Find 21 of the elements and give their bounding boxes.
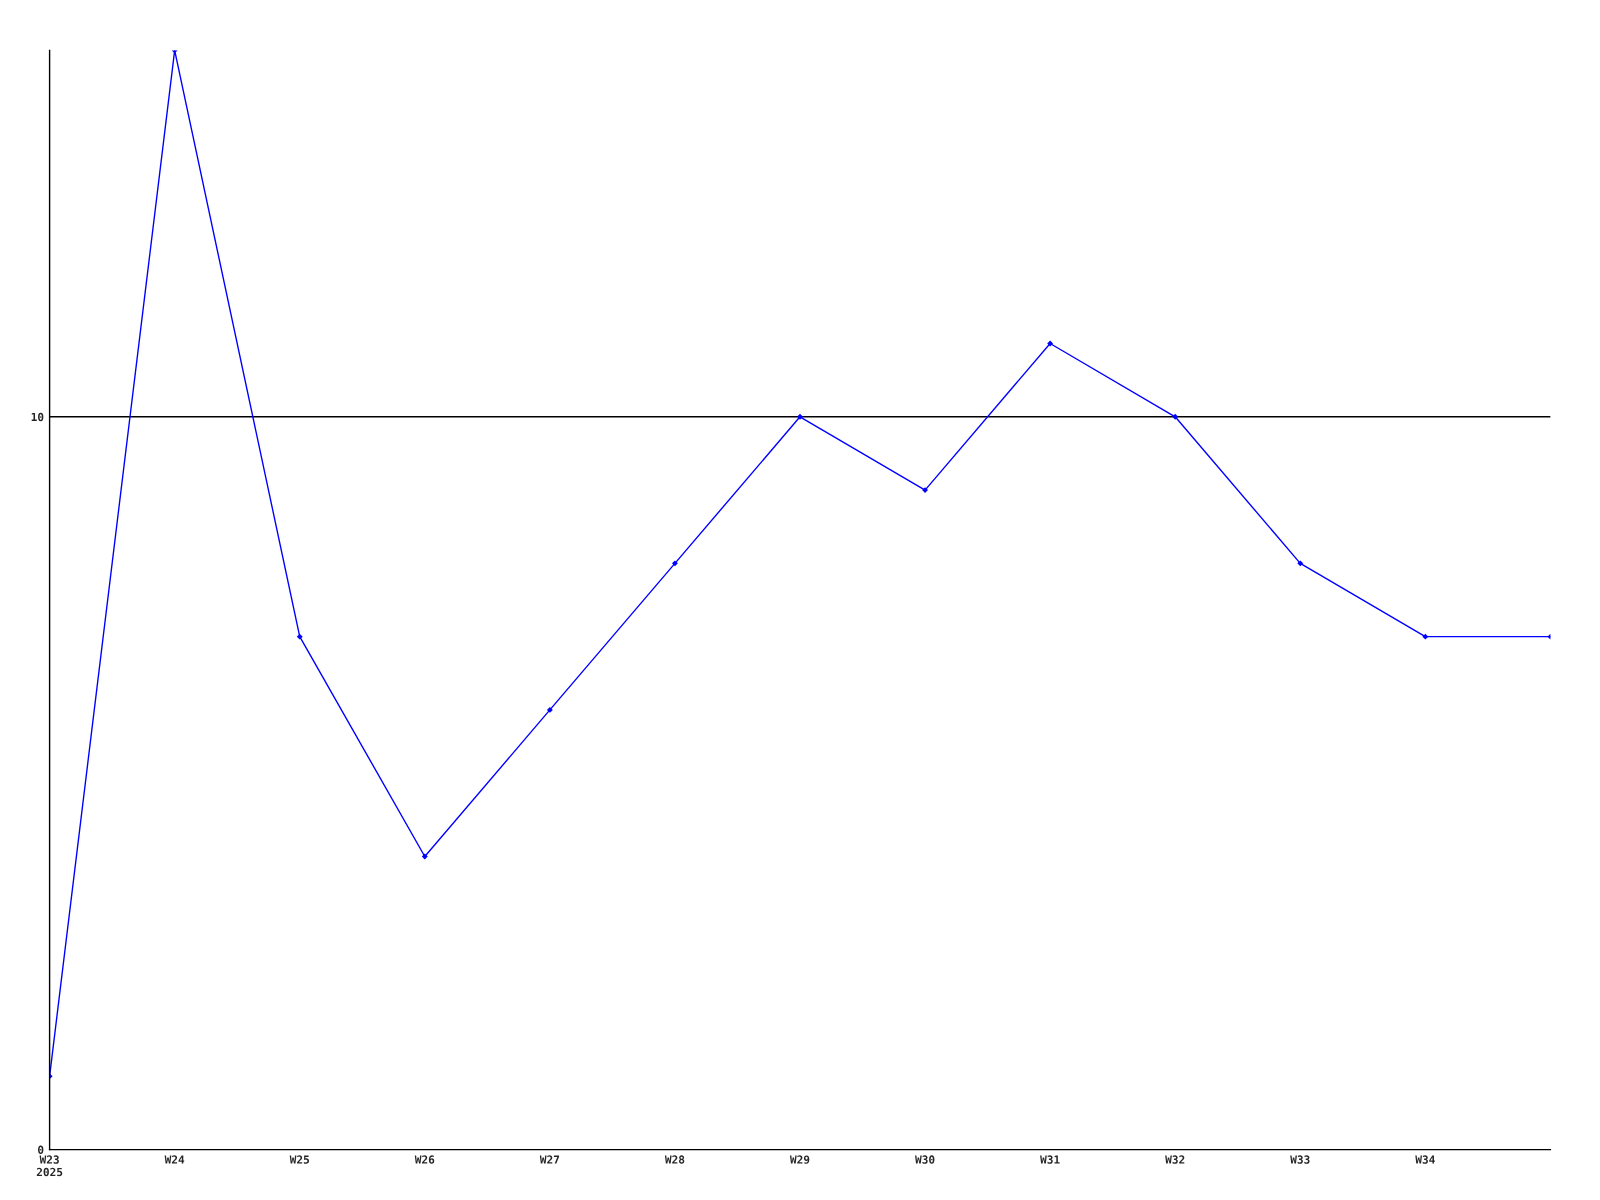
y-tick-label: 10 bbox=[31, 412, 44, 422]
x-tick-label: W23 2025 bbox=[36, 1155, 63, 1177]
x-tick-label: W32 bbox=[1165, 1155, 1185, 1164]
point bbox=[1047, 340, 1054, 347]
y-tick-label: 0 bbox=[38, 1145, 44, 1154]
x-tick-label: W24 bbox=[164, 1155, 185, 1164]
point bbox=[1422, 633, 1429, 640]
point bbox=[1297, 560, 1304, 567]
x-tick-label: W31 bbox=[1040, 1155, 1060, 1164]
x-tick-label: W28 bbox=[664, 1155, 685, 1164]
x-tick-label: W25 bbox=[289, 1155, 310, 1164]
x-tick-label: W33 bbox=[1290, 1155, 1310, 1164]
point bbox=[797, 413, 803, 420]
point bbox=[421, 853, 428, 860]
x-tick-label: W29 bbox=[789, 1155, 810, 1164]
x-tick-label: W34 bbox=[1415, 1155, 1435, 1164]
point bbox=[671, 560, 678, 567]
point bbox=[296, 633, 303, 640]
x-tick-label: W27 bbox=[539, 1155, 560, 1164]
x-tick-label: W26 bbox=[414, 1155, 435, 1164]
x-tick-label: W30 bbox=[915, 1155, 935, 1164]
